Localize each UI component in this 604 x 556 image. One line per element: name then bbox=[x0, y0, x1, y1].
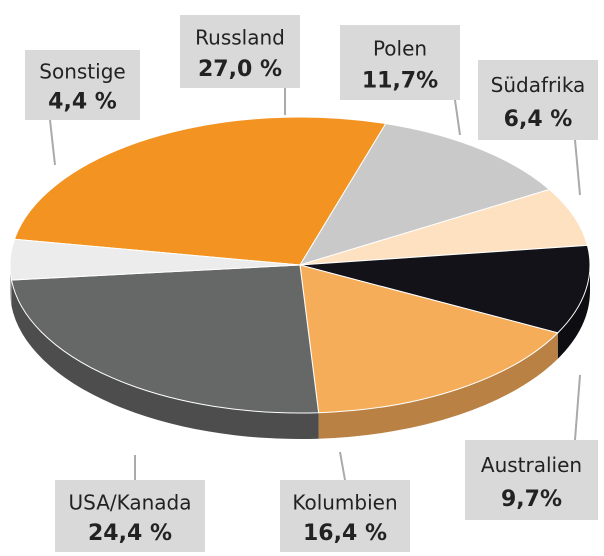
value-label: 24,4 % bbox=[88, 521, 172, 546]
slice bbox=[298, 123, 551, 266]
value-label: 4,4 % bbox=[48, 90, 117, 115]
slice-side bbox=[557, 265, 590, 359]
slice bbox=[299, 188, 589, 266]
value-label: 16,4 % bbox=[303, 521, 387, 546]
category-label: Australien bbox=[481, 453, 582, 477]
category-label: Polen bbox=[373, 36, 427, 60]
label-box bbox=[478, 60, 598, 140]
slice bbox=[10, 264, 320, 414]
slice bbox=[9, 238, 301, 281]
category-label: Russland bbox=[195, 26, 285, 50]
value-label: 9,7% bbox=[501, 487, 562, 512]
leader-line bbox=[339, 451, 346, 481]
label-box bbox=[25, 50, 140, 120]
category-label: Kolumbien bbox=[292, 490, 397, 514]
category-label: Südafrika bbox=[491, 73, 586, 97]
value-label: 11,7% bbox=[362, 68, 438, 93]
leader-line bbox=[574, 139, 581, 196]
label-box bbox=[55, 480, 205, 552]
slice bbox=[13, 116, 387, 266]
leader-line bbox=[454, 99, 461, 136]
label-box bbox=[180, 15, 300, 88]
leader-line bbox=[49, 119, 56, 166]
label-box bbox=[280, 480, 410, 552]
slice bbox=[299, 264, 559, 414]
slice bbox=[299, 244, 591, 334]
slice-side bbox=[11, 280, 319, 439]
label-box bbox=[340, 25, 460, 100]
category-label: Sonstige bbox=[39, 60, 125, 84]
slice-side bbox=[318, 332, 558, 439]
value-label: 6,4 % bbox=[504, 107, 573, 132]
category-label: USA/Kanada bbox=[68, 490, 191, 514]
leader-line bbox=[574, 374, 581, 441]
value-label: 27,0 % bbox=[198, 57, 282, 82]
label-box bbox=[465, 440, 598, 520]
